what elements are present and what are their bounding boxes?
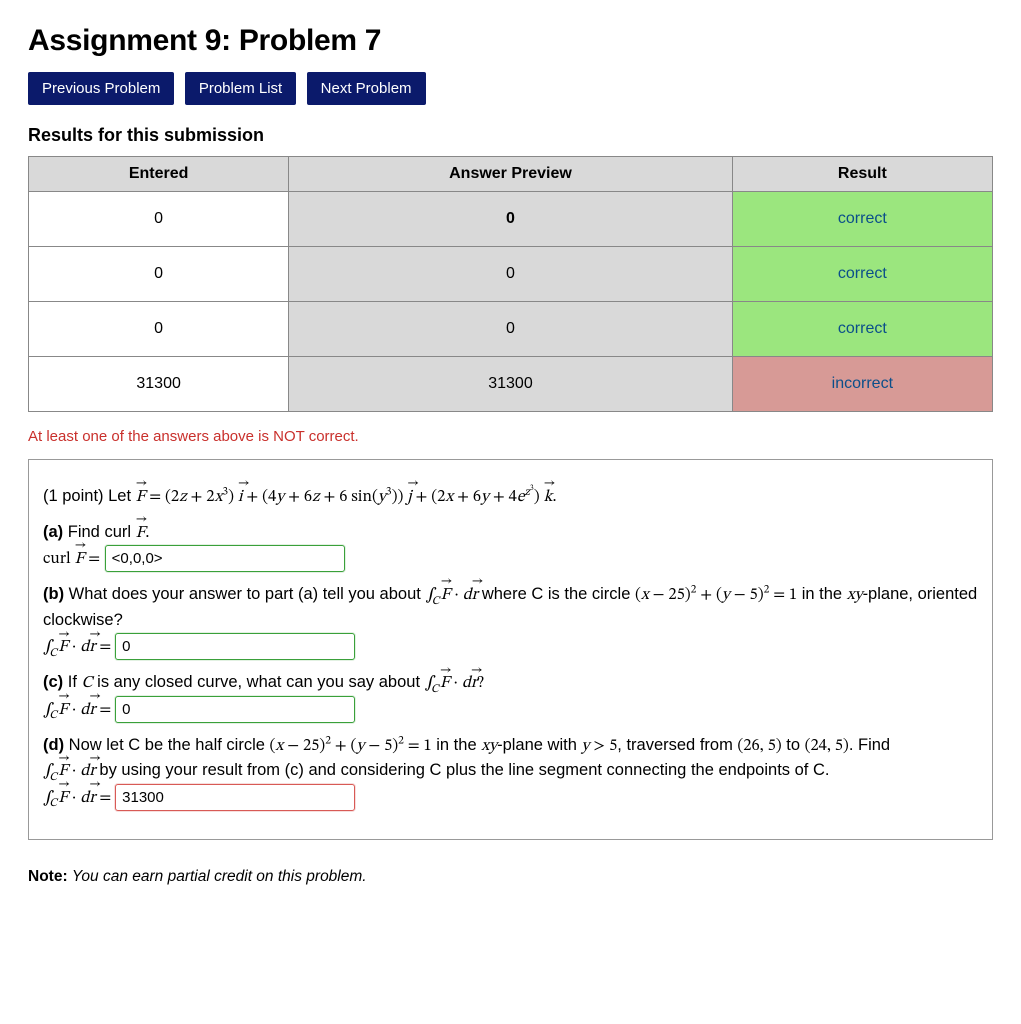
result-cell: correct: [732, 247, 992, 302]
table-row: 3130031300incorrect: [29, 357, 993, 412]
preview-cell: 0: [289, 247, 732, 302]
preview-cell: 31300: [289, 357, 732, 412]
note: Note: You can earn partial credit on thi…: [28, 868, 993, 886]
problem-statement: (1 point) Let F = (2z + 2x3) i + (4y + 6…: [43, 484, 978, 510]
table-row: 00correct: [29, 302, 993, 357]
part-d-input[interactable]: [115, 784, 355, 811]
part-b-input[interactable]: [115, 633, 355, 660]
table-row: 00correct: [29, 247, 993, 302]
part-a: (a) Find curl F. curl F =: [43, 520, 978, 573]
results-heading: Results for this submission: [28, 125, 993, 146]
col-entered: Entered: [29, 157, 289, 192]
col-result: Result: [732, 157, 992, 192]
part-d: (d) Now let C be the half circle (x − 25…: [43, 733, 978, 811]
entered-cell: 31300: [29, 357, 289, 412]
table-row: 00correct: [29, 192, 993, 247]
result-cell: correct: [732, 302, 992, 357]
previous-problem-button[interactable]: Previous Problem: [28, 72, 174, 105]
entered-cell: 0: [29, 192, 289, 247]
warning-text: At least one of the answers above is NOT…: [28, 428, 993, 445]
part-b: (b) What does your answer to part (a) te…: [43, 582, 978, 660]
result-cell: correct: [732, 192, 992, 247]
results-header-row: Entered Answer Preview Result: [29, 157, 993, 192]
next-problem-button[interactable]: Next Problem: [307, 72, 426, 105]
part-c-input[interactable]: [115, 696, 355, 723]
problem-list-button[interactable]: Problem List: [185, 72, 296, 105]
part-a-input[interactable]: [105, 545, 345, 572]
preview-cell: 0: [289, 302, 732, 357]
col-preview: Answer Preview: [289, 157, 732, 192]
result-cell: incorrect: [732, 357, 992, 412]
entered-cell: 0: [29, 247, 289, 302]
entered-cell: 0: [29, 302, 289, 357]
results-table: Entered Answer Preview Result 00correct0…: [28, 156, 993, 412]
page-title: Assignment 9: Problem 7: [28, 24, 993, 58]
preview-cell: 0: [289, 192, 732, 247]
nav-row: Previous Problem Problem List Next Probl…: [28, 72, 993, 105]
part-c: (c) If C is any closed curve, what can y…: [43, 670, 978, 723]
problem-box: (1 point) Let F = (2z + 2x3) i + (4y + 6…: [28, 459, 993, 840]
